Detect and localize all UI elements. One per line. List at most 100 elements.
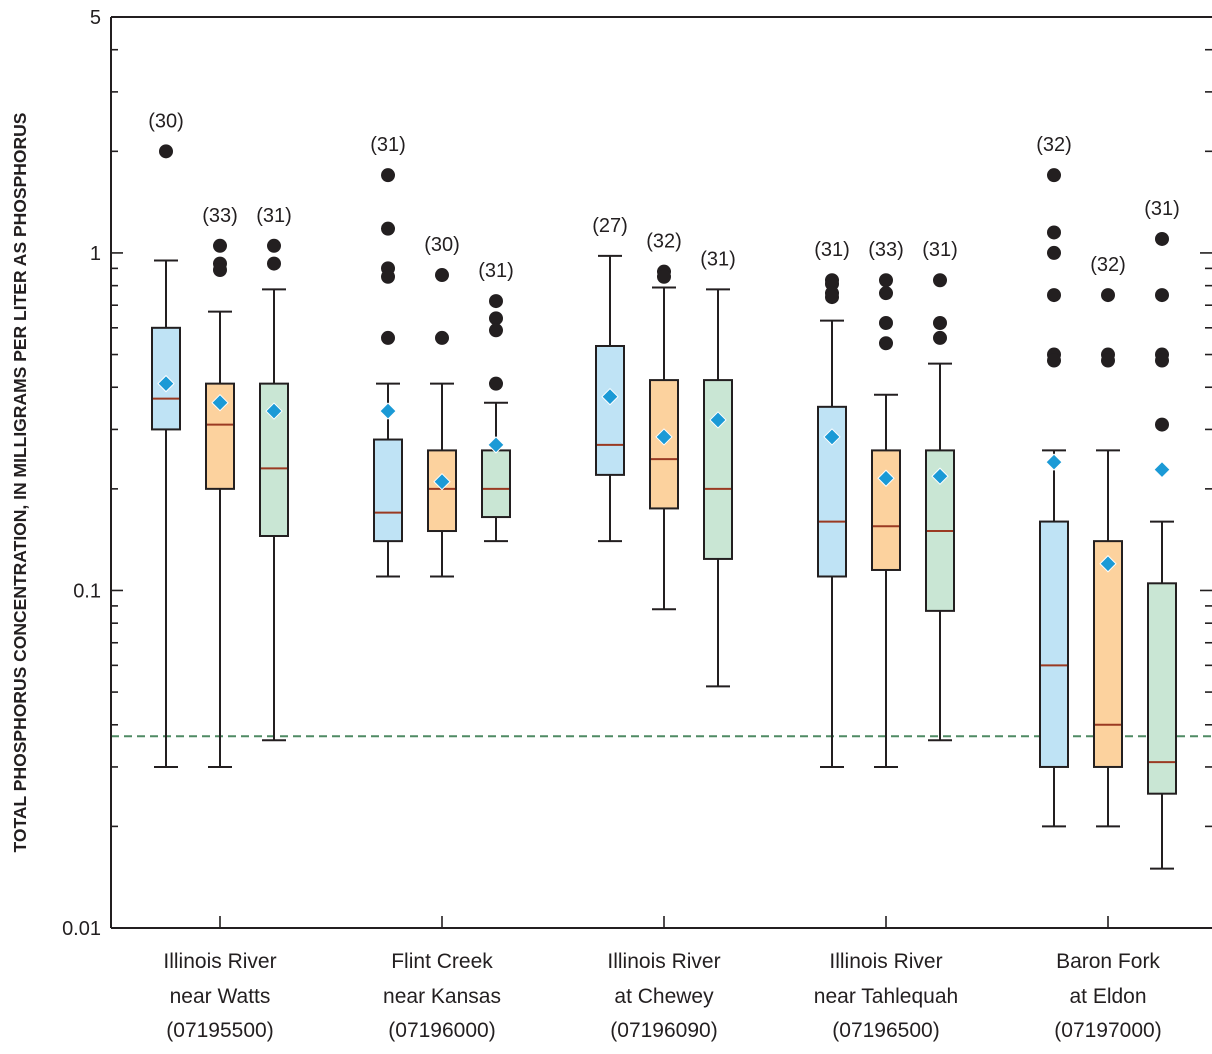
outlier-point xyxy=(1047,353,1061,368)
labels-layer: 0.01 0.1 1 5 TOTAL PHOSPHORUS CONCENTRATION,… xyxy=(10,7,1180,1042)
sample-count-label: (33) xyxy=(202,205,238,227)
y-axis-title: TOTAL PHOSPHORUS CONCENTRATION, IN MILLI… xyxy=(10,113,30,853)
sample-count-label: (31) xyxy=(370,134,406,156)
y-tick-label: 1 xyxy=(90,243,101,265)
mean-marker xyxy=(601,388,619,406)
sample-count-label: (32) xyxy=(646,231,682,253)
site-label-line: Illinois River xyxy=(163,950,276,973)
outlier-point xyxy=(489,294,503,309)
iqr-box xyxy=(1147,582,1177,795)
site-label-line: Flint Creek xyxy=(391,950,493,973)
outlier-point xyxy=(213,263,227,278)
outlier-point xyxy=(1047,168,1061,183)
outlier-point xyxy=(435,268,449,283)
site-label-line: at Eldon xyxy=(1069,985,1146,1008)
outlier-point xyxy=(1155,353,1169,368)
outlier-point xyxy=(933,316,947,331)
outlier-point xyxy=(489,311,503,326)
site-label-line: near Tahlequah xyxy=(814,985,958,1008)
sample-count-label: (31) xyxy=(256,205,292,227)
outlier-point xyxy=(825,290,839,305)
site-label-line: (07195500) xyxy=(166,1019,273,1042)
sample-count-label: (33) xyxy=(868,239,904,261)
axes-layer xyxy=(110,16,1212,929)
outlier-point xyxy=(381,168,395,183)
outlier-point xyxy=(381,330,395,345)
sample-count-label: (31) xyxy=(700,248,736,270)
outlier-point xyxy=(657,269,671,284)
sample-count-label: (31) xyxy=(814,239,850,261)
outlier-point xyxy=(933,273,947,288)
sample-count-label: (30) xyxy=(424,234,460,256)
outlier-point xyxy=(1047,245,1061,260)
mean-marker xyxy=(823,428,841,446)
outlier-point xyxy=(879,273,893,288)
iqr-box xyxy=(205,382,235,490)
boxes-layer xyxy=(151,144,1177,870)
outlier-point xyxy=(879,336,893,351)
site-label-line: at Chewey xyxy=(614,985,714,1008)
sample-count-label: (30) xyxy=(148,110,184,132)
y-tick-label: 5 xyxy=(90,7,101,29)
sample-count-label: (31) xyxy=(478,260,514,282)
outlier-point xyxy=(381,269,395,284)
outlier-point xyxy=(489,376,503,391)
iqr-box xyxy=(481,449,511,519)
y-tick-label: 0.01 xyxy=(62,918,101,940)
iqr-box xyxy=(373,438,403,543)
outlier-point xyxy=(267,238,281,253)
mean-marker xyxy=(1153,460,1171,479)
outlier-point xyxy=(1155,288,1169,303)
site-label-line: (07196500) xyxy=(832,1019,939,1042)
site-label-line: Baron Fork xyxy=(1056,950,1160,973)
mean-marker xyxy=(931,467,949,485)
outlier-point xyxy=(1047,225,1061,240)
iqr-box xyxy=(595,344,625,476)
mean-marker xyxy=(487,436,505,454)
outlier-point xyxy=(1155,231,1169,246)
outlier-point xyxy=(489,323,503,338)
site-label-line: (07197000) xyxy=(1054,1019,1161,1042)
outlier-point xyxy=(1101,353,1115,368)
sample-count-label: (31) xyxy=(1144,198,1180,220)
outlier-point xyxy=(159,144,173,159)
sample-count-label: (32) xyxy=(1090,254,1126,276)
sample-count-label: (27) xyxy=(592,215,628,237)
mean-marker xyxy=(211,393,229,412)
site-label-line: Illinois River xyxy=(829,950,942,973)
outlier-point xyxy=(381,221,395,236)
outlier-point xyxy=(1047,288,1061,303)
iqr-box xyxy=(1039,520,1069,768)
outlier-point xyxy=(879,316,893,331)
iqr-box xyxy=(259,382,289,537)
y-tick-label: 0.1 xyxy=(73,580,101,602)
site-label-line: near Watts xyxy=(170,985,271,1008)
site-label-line: (07196090) xyxy=(610,1019,717,1042)
sample-count-label: (31) xyxy=(922,239,958,261)
mean-marker xyxy=(433,472,451,491)
site-label-line: Illinois River xyxy=(607,950,720,973)
iqr-box xyxy=(703,379,733,560)
mean-marker xyxy=(655,428,673,446)
iqr-box xyxy=(427,449,457,533)
iqr-box xyxy=(1093,540,1123,768)
mean-marker xyxy=(379,402,397,420)
outlier-point xyxy=(879,286,893,301)
mean-marker xyxy=(877,469,895,487)
mean-marker xyxy=(157,374,175,393)
outlier-point xyxy=(267,256,281,271)
outlier-point xyxy=(1101,288,1115,303)
mean-marker xyxy=(709,411,727,429)
sample-count-label: (32) xyxy=(1036,134,1072,156)
mean-marker xyxy=(1099,555,1117,573)
site-label-line: (07196000) xyxy=(388,1019,495,1042)
mean-marker xyxy=(1045,453,1063,471)
outlier-point xyxy=(1155,417,1169,432)
iqr-box xyxy=(151,326,181,431)
outlier-point xyxy=(435,330,449,345)
mean-marker xyxy=(265,402,283,420)
outlier-point xyxy=(213,238,227,253)
iqr-box xyxy=(871,449,901,571)
